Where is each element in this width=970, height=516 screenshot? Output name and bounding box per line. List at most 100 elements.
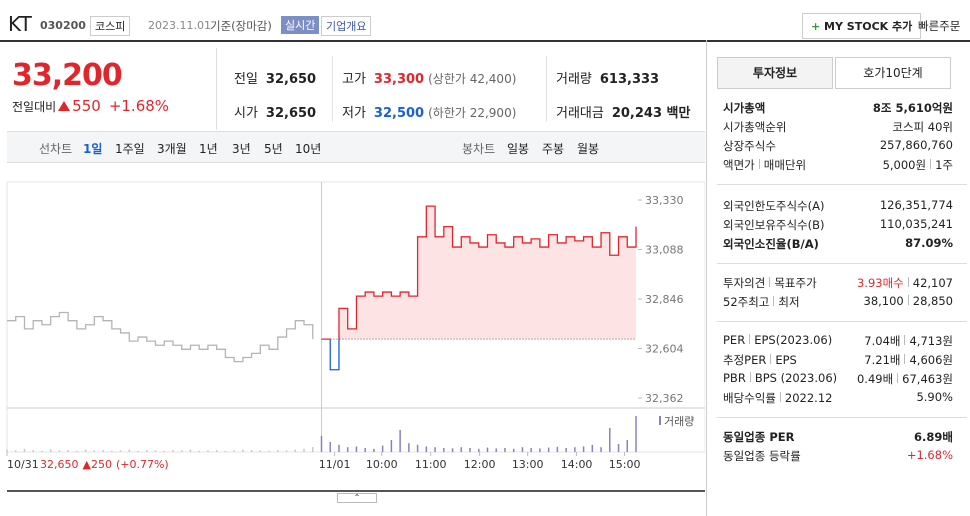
info-row: 액면가 매매단위 5,000원 1주 [723, 157, 963, 173]
info-value: 5.90% [916, 390, 953, 404]
current-price: 33,200 [12, 58, 123, 93]
prev-day-line [7, 311, 314, 363]
candle-tab[interactable]: 일봉 [507, 142, 530, 156]
info-label: 외국인한도주식수(A) [723, 199, 825, 213]
y-tick-label: 33,088 [645, 244, 684, 257]
info-row: 추정PER EPS 7.21배 4,606원 [723, 352, 963, 368]
info-values: 7.21배 4,606원 [864, 352, 953, 368]
change: 550 [72, 97, 101, 115]
period-tab[interactable]: 3년 [232, 142, 251, 156]
info-label: 동일업종 PER [723, 430, 795, 444]
period-tab[interactable]: 10년 [295, 142, 322, 156]
separator [770, 354, 772, 364]
basis: 기준(장마감) [210, 19, 272, 33]
mystock-button[interactable]: + MY STOCK 추가 [802, 13, 922, 39]
info-values: 8조 5,610억원 [873, 100, 953, 116]
separator [773, 296, 775, 306]
period-tab[interactable]: 5년 [264, 142, 283, 156]
footer: 32,650 ▲250 (+0.77%) [40, 458, 169, 471]
summary: 전일 32,650 고가 33,300 (상한가 42,400) 거래량 613,333 시가… [216, 48, 706, 130]
info-values: 257,860,760 [880, 138, 953, 152]
chart-bottom-rule [7, 490, 705, 492]
x-tick-label: 13:00 [512, 458, 544, 471]
change-label: 전일대비 [12, 100, 57, 114]
realtime-badge[interactable]: 실시간 [281, 16, 320, 34]
info-value: 8조 5,610억원 [872, 101, 953, 115]
info-row: PBR BPS (2023.06) 0.49배 67,463원 [723, 371, 963, 387]
info-label: 2022.12 [784, 391, 833, 405]
summary-divider [546, 56, 547, 122]
summary-value: 32,650 [265, 106, 317, 121]
candle-tab[interactable]: 주봉 [542, 142, 565, 156]
x-tick-label: 10:00 [366, 458, 398, 471]
summary-label: 거래량 [556, 72, 592, 87]
info-values: 126,351,774 [880, 198, 953, 212]
info-values: 110,035,241 [880, 217, 953, 231]
quick-order[interactable]: 빠른주문 [918, 19, 961, 33]
info-value: 126,351,774 [879, 198, 953, 212]
info-row: 동일업종 PER 6.89배 [723, 429, 963, 445]
separator [749, 372, 751, 382]
info-tab[interactable]: 호가10단계 [835, 57, 951, 89]
summary-value: 32,650 [265, 72, 317, 87]
summary-cell: 전일 32,650 [234, 68, 316, 87]
change-row: 전일대비 550 +1.68% [12, 97, 169, 115]
candle-chart-tab[interactable]: 봉차트 [462, 142, 496, 156]
volume-label: 거래량 [664, 415, 694, 428]
y-tick-label: 32,362 [645, 392, 684, 405]
volume-legend-icon [659, 416, 661, 425]
summary-note: (상한가 42,400) [428, 72, 517, 86]
line-chart-tab[interactable]: 선차트 [39, 142, 73, 156]
period-tab[interactable]: 1일 [83, 142, 103, 156]
info-value: 257,860,760 [879, 138, 953, 152]
chart-tabs: 선차트 1일 1주일 3개월 1년 3년 5년 10년 봉차트 일봉 주봉 월봉 [7, 131, 705, 163]
summary-value: 613,333 [599, 72, 660, 87]
info-label: EPS [775, 353, 797, 367]
info-label: 52주최고 [723, 295, 770, 309]
info-label: 목표주가 [774, 276, 817, 290]
separator [769, 277, 771, 287]
info-label: 매매단위 [763, 158, 807, 172]
company-button[interactable]: 기업개요 [321, 16, 372, 36]
summary-value: 33,300 [373, 72, 425, 87]
collapse-button[interactable]: ⌃ [337, 493, 377, 503]
up-icon [58, 101, 71, 111]
mystock-label: MY STOCK 추가 [824, 20, 913, 33]
footer-up: ▲ [83, 458, 92, 471]
period-tab[interactable]: 3개월 [157, 142, 187, 156]
footer-close: 32,650 [40, 458, 79, 471]
info-value: 67,463원 [902, 372, 953, 386]
info-values: 6.89배 [914, 429, 953, 445]
summary-cell: 거래대금 20,243 백만 [556, 102, 690, 121]
period-tab[interactable]: 1주일 [115, 142, 145, 156]
y-tick-label: 32,604 [645, 343, 684, 356]
info-label: 액면가 [723, 158, 755, 172]
summary-label: 고가 [342, 72, 366, 87]
info-values: 87.09% [905, 236, 953, 250]
summary-label: 거래대금 [556, 106, 604, 121]
info-values: 5.90% [916, 390, 953, 404]
info-values: 0.49배 67,463원 [857, 371, 953, 387]
market-badge: 코스피 [90, 16, 131, 36]
info-label: 외국인보유주식수(B) [723, 218, 825, 232]
summary-label: 전일 [234, 72, 258, 87]
info-label: 최저 [778, 295, 800, 309]
separator [907, 277, 909, 287]
info-value: 4,606원 [909, 353, 953, 367]
separator [904, 335, 906, 345]
info-value: 6.89배 [914, 430, 953, 444]
summary-cell: 거래량 613,333 [556, 68, 659, 87]
info-label: 외국인소진율(B/A) [723, 237, 819, 251]
footer-rate: (+0.77%) [116, 458, 169, 471]
today-line [321, 205, 637, 340]
separator [749, 334, 751, 344]
info-row: 시가총액순위 코스피 40위 [723, 119, 963, 135]
footer-change: 250 [91, 458, 112, 471]
info-value: 28,850 [912, 294, 953, 308]
summary-value: 32,500 [373, 106, 425, 121]
info-tab[interactable]: 투자정보 [717, 57, 833, 89]
candle-tab[interactable]: 월봉 [577, 142, 600, 156]
period-tab[interactable]: 1년 [199, 142, 218, 156]
info-row: 배당수익률 2022.12 5.90% [723, 390, 963, 406]
header-rule [0, 40, 970, 42]
